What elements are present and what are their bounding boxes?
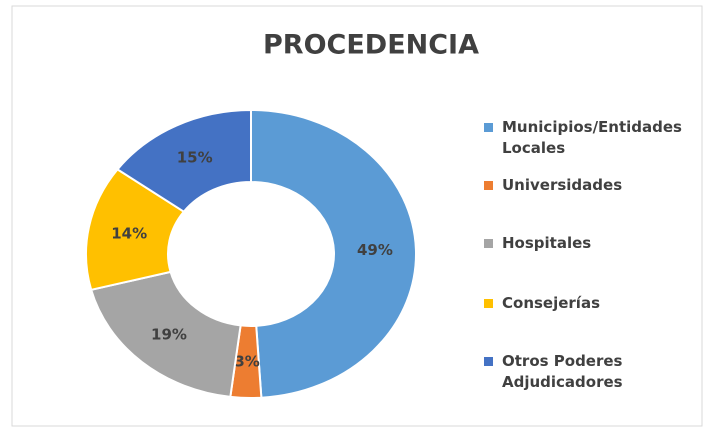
donut-slice bbox=[116, 108, 252, 213]
donut-slice bbox=[250, 108, 417, 399]
data-label: 15% bbox=[177, 148, 213, 166]
legend-item: Universidades bbox=[478, 175, 708, 196]
data-label: 19% bbox=[151, 326, 187, 344]
legend-swatch bbox=[484, 239, 493, 248]
legend-label: Universidades bbox=[502, 176, 623, 194]
legend-item: Municipios/Entidades Locales bbox=[478, 117, 708, 159]
legend-swatch bbox=[484, 299, 493, 308]
data-label: 14% bbox=[111, 224, 147, 242]
legend-label: Hospitales bbox=[502, 234, 592, 252]
legend-label: Municipios/Entidades Locales bbox=[502, 118, 682, 157]
chart-title: PROCEDENCIA bbox=[263, 30, 479, 61]
legend-label: Consejerías bbox=[502, 294, 600, 312]
legend-item: Otros Poderes Adjudicadores bbox=[478, 351, 708, 393]
legend-label: Otros Poderes Adjudicadores bbox=[502, 352, 623, 391]
data-label: 3% bbox=[234, 352, 259, 370]
legend-swatch bbox=[484, 181, 493, 190]
donut-slice bbox=[89, 270, 242, 398]
data-label: 49% bbox=[357, 241, 393, 259]
legend-item: Consejerías bbox=[478, 293, 708, 314]
legend-item: Hospitales bbox=[478, 233, 708, 254]
legend-swatch bbox=[484, 123, 493, 132]
legend-swatch bbox=[484, 357, 493, 366]
chart-border bbox=[11, 5, 703, 427]
